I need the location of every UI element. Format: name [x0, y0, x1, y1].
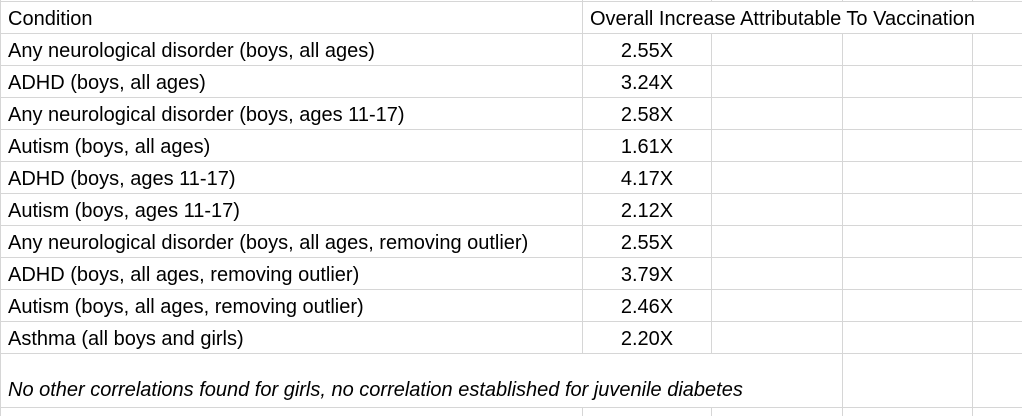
value-cell[interactable]: 2.58X [583, 98, 712, 129]
condition-cell[interactable]: Autism (boys, ages 11-17) [1, 194, 583, 225]
partial-row-cell [583, 408, 712, 416]
empty-cell[interactable] [712, 258, 843, 289]
empty-cell[interactable] [712, 130, 843, 161]
empty-cell[interactable] [973, 258, 1022, 289]
empty-cell[interactable] [712, 34, 843, 65]
empty-cell[interactable] [843, 162, 973, 193]
empty-cell[interactable] [843, 354, 973, 407]
table-row: Autism (boys, all ages, removing outlier… [1, 290, 1022, 322]
empty-cell[interactable] [973, 34, 1022, 65]
value-cell[interactable]: 2.20X [583, 322, 712, 353]
empty-cell[interactable] [973, 98, 1022, 129]
empty-cell[interactable] [712, 290, 843, 321]
condition-cell[interactable]: Any neurological disorder (boys, all age… [1, 34, 583, 65]
value-cell[interactable]: 3.79X [583, 258, 712, 289]
empty-cell[interactable] [843, 258, 973, 289]
partial-row-cell [973, 0, 1022, 1]
empty-cell[interactable] [843, 322, 973, 353]
condition-cell[interactable]: Autism (boys, all ages, removing outlier… [1, 290, 583, 321]
partial-row-cell [843, 408, 973, 416]
condition-cell[interactable]: ADHD (boys, all ages) [1, 66, 583, 97]
value-cell[interactable]: 2.46X [583, 290, 712, 321]
table-row: ADHD (boys, all ages, removing outlier) … [1, 258, 1022, 290]
empty-cell[interactable] [712, 194, 843, 225]
empty-cell[interactable] [973, 162, 1022, 193]
empty-cell[interactable] [973, 290, 1022, 321]
value-cell[interactable]: 1.61X [583, 130, 712, 161]
table-row: ADHD (boys, ages 11-17) 4.17X [1, 162, 1022, 194]
note-cell[interactable]: No other correlations found for girls, n… [1, 354, 843, 407]
empty-cell[interactable] [973, 66, 1022, 97]
value-cell[interactable]: 3.24X [583, 66, 712, 97]
note-row: No other correlations found for girls, n… [1, 354, 1022, 408]
empty-cell[interactable] [843, 66, 973, 97]
value-cell[interactable]: 2.55X [583, 226, 712, 257]
partial-row-cell [583, 0, 712, 2]
header-cell-overall-increase[interactable]: Overall Increase Attributable To Vaccina… [590, 8, 976, 30]
empty-cell[interactable] [712, 322, 843, 353]
condition-cell[interactable]: Autism (boys, all ages) [1, 130, 583, 161]
empty-cell[interactable] [973, 130, 1022, 161]
empty-cell[interactable] [712, 98, 843, 129]
partial-row-cell [1, 0, 583, 2]
empty-cell[interactable] [843, 226, 973, 257]
empty-cell[interactable] [973, 194, 1022, 225]
empty-cell[interactable] [843, 130, 973, 161]
condition-cell[interactable]: ADHD (boys, all ages, removing outlier) [1, 258, 583, 289]
header-row: Condition Overall Increase Attributable … [1, 2, 1022, 34]
empty-cell[interactable] [712, 226, 843, 257]
partial-row-bottom [1, 408, 1022, 416]
table-row: ADHD (boys, all ages) 3.24X [1, 66, 1022, 98]
partial-row-top [1, 0, 1022, 2]
table-row: Asthma (all boys and girls) 2.20X [1, 322, 1022, 354]
value-cell[interactable]: 4.17X [583, 162, 712, 193]
empty-cell[interactable] [843, 290, 973, 321]
partial-row-cell [843, 0, 973, 1]
table-row: Any neurological disorder (boys, ages 11… [1, 98, 1022, 130]
partial-row-cell [973, 408, 1022, 416]
table-row: Any neurological disorder (boys, all age… [1, 226, 1022, 258]
table-row: Autism (boys, all ages) 1.61X [1, 130, 1022, 162]
table-row: Autism (boys, ages 11-17) 2.12X [1, 194, 1022, 226]
empty-cell[interactable] [712, 66, 843, 97]
empty-cell[interactable] [973, 226, 1022, 257]
condition-cell[interactable]: Any neurological disorder (boys, ages 11… [1, 98, 583, 129]
value-cell[interactable]: 2.55X [583, 34, 712, 65]
condition-cell[interactable]: ADHD (boys, ages 11-17) [1, 162, 583, 193]
empty-cell[interactable] [973, 322, 1022, 353]
empty-cell[interactable] [973, 354, 1022, 407]
empty-cell[interactable] [843, 98, 973, 129]
value-cell[interactable]: 2.12X [583, 194, 712, 225]
partial-row-cell [712, 0, 843, 1]
table-row: Any neurological disorder (boys, all age… [1, 34, 1022, 66]
partial-row-cell [1, 408, 583, 416]
partial-row-cell [712, 408, 843, 416]
empty-cell[interactable] [712, 162, 843, 193]
empty-cell[interactable] [843, 194, 973, 225]
header-cell-condition[interactable]: Condition [1, 2, 583, 33]
empty-cell[interactable] [843, 34, 973, 65]
condition-cell[interactable]: Any neurological disorder (boys, all age… [1, 226, 583, 257]
condition-cell[interactable]: Asthma (all boys and girls) [1, 322, 583, 353]
